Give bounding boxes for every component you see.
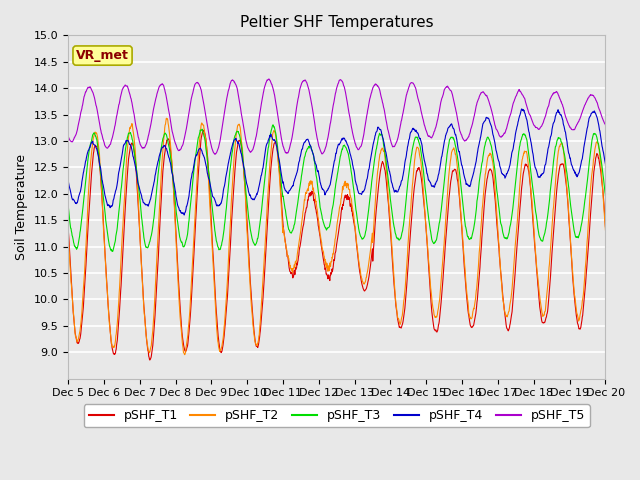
Line: pSHF_T4: pSHF_T4 [68, 109, 605, 215]
pSHF_T3 [171, 193, 179, 199]
pSHF_T2 [64, 228, 72, 234]
pSHF_T2 [171, 211, 179, 217]
Legend: pSHF_T1, pSHF_T2, pSHF_T3, pSHF_T4, pSHF_T5: pSHF_T1, pSHF_T2, pSHF_T3, pSHF_T4, pSHF… [84, 404, 590, 427]
pSHF_T3 [108, 249, 116, 254]
pSHF_T1 [171, 209, 179, 215]
Line: pSHF_T3: pSHF_T3 [68, 125, 605, 252]
pSHF_T1 [200, 128, 207, 133]
pSHF_T3 [64, 201, 72, 206]
pSHF_T1 [491, 194, 499, 200]
Line: pSHF_T1: pSHF_T1 [68, 131, 605, 360]
pSHF_T1 [244, 244, 252, 250]
pSHF_T2 [491, 184, 499, 190]
pSHF_T3 [269, 122, 277, 128]
pSHF_T4 [518, 106, 525, 112]
pSHF_T1 [184, 340, 192, 346]
pSHF_T4 [171, 183, 179, 189]
pSHF_T2 [163, 115, 170, 121]
Line: pSHF_T2: pSHF_T2 [68, 118, 605, 355]
pSHF_T1 [421, 208, 429, 214]
pSHF_T4 [602, 161, 609, 167]
pSHF_T5 [265, 76, 273, 82]
pSHF_T5 [64, 133, 72, 139]
pSHF_T4 [420, 157, 428, 163]
pSHF_T3 [538, 239, 546, 244]
pSHF_T4 [64, 177, 72, 183]
pSHF_T5 [184, 119, 191, 124]
pSHF_T1 [146, 357, 154, 363]
Title: Peltier SHF Temperatures: Peltier SHF Temperatures [240, 15, 433, 30]
pSHF_T5 [211, 151, 219, 157]
pSHF_T3 [244, 209, 252, 215]
pSHF_T3 [184, 228, 192, 234]
pSHF_T5 [171, 138, 179, 144]
pSHF_T4 [244, 186, 252, 192]
pSHF_T4 [491, 139, 499, 144]
pSHF_T2 [421, 207, 429, 213]
pSHF_T5 [491, 122, 499, 128]
pSHF_T3 [602, 193, 609, 199]
pSHF_T4 [538, 171, 546, 177]
X-axis label: Time: Time [321, 404, 352, 417]
Text: VR_met: VR_met [76, 49, 129, 62]
pSHF_T5 [538, 121, 546, 127]
pSHF_T2 [184, 326, 192, 332]
pSHF_T5 [602, 122, 609, 128]
pSHF_T2 [602, 227, 609, 233]
pSHF_T3 [421, 180, 429, 186]
Y-axis label: Soil Temperature: Soil Temperature [15, 154, 28, 260]
pSHF_T2 [180, 352, 188, 358]
pSHF_T1 [64, 223, 72, 229]
pSHF_T4 [184, 198, 192, 204]
pSHF_T2 [244, 255, 252, 261]
Line: pSHF_T5: pSHF_T5 [68, 79, 605, 154]
pSHF_T3 [491, 167, 499, 173]
pSHF_T5 [421, 123, 429, 129]
pSHF_T2 [538, 311, 546, 316]
pSHF_T4 [180, 212, 188, 218]
pSHF_T5 [244, 145, 252, 151]
pSHF_T1 [602, 224, 609, 229]
pSHF_T1 [538, 320, 546, 325]
